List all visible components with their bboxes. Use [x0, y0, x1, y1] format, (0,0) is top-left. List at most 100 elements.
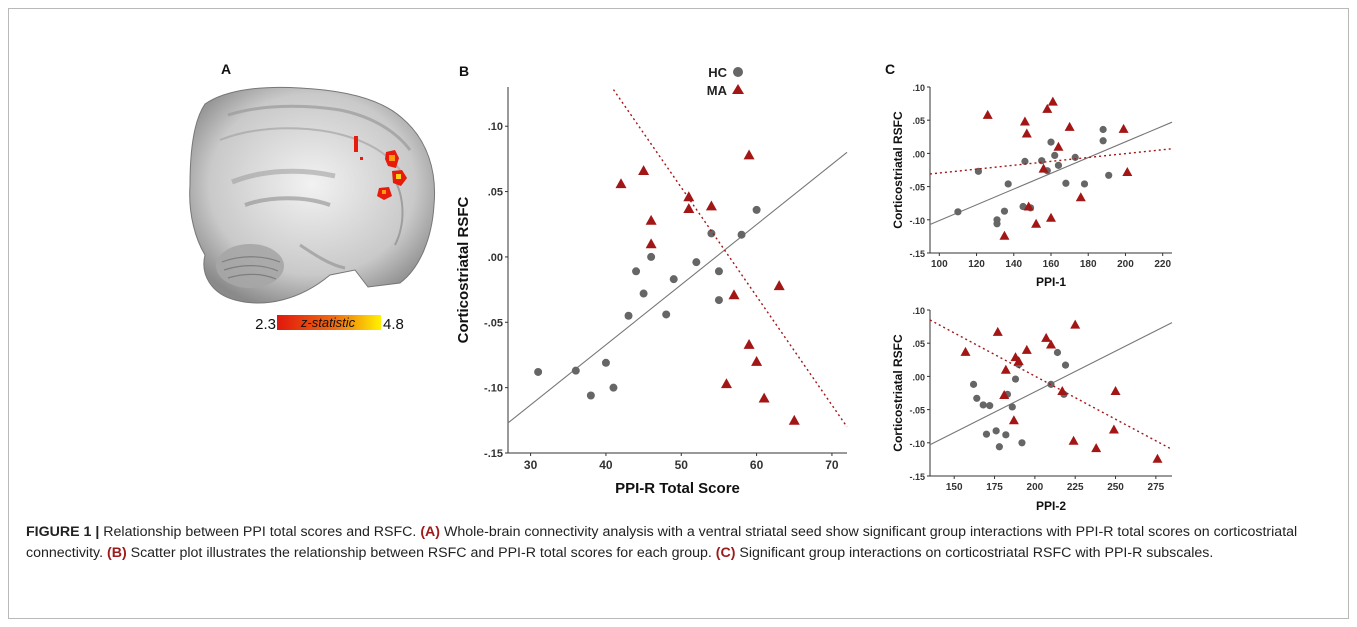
point-ma — [999, 389, 1010, 399]
x-tick-label-c-bottom: 225 — [1067, 482, 1084, 493]
point-hc — [969, 380, 978, 388]
x-tick-label-c-bottom: 275 — [1148, 482, 1165, 493]
caption-text-c: Significant group interactions on cortic… — [735, 545, 1214, 561]
y-tick-label-c-bottom: .05 — [912, 339, 925, 349]
colorbar-max-label: 4.8 — [383, 316, 404, 333]
point-ma — [1000, 364, 1011, 374]
y-tick-label-b: -.15 — [484, 448, 503, 460]
x-tick-label-c-bottom: 200 — [1027, 482, 1044, 493]
y-tick-label-c-bottom: .10 — [912, 306, 925, 316]
point-hc — [624, 311, 633, 320]
point-hc — [714, 267, 723, 276]
point-hc — [1008, 403, 1016, 411]
fit-line-hc-c-top — [929, 121, 1173, 225]
point-ma — [1038, 163, 1049, 173]
point-hc — [1080, 180, 1089, 188]
y-tick-label-c-top: .10 — [912, 83, 925, 93]
point-ma — [728, 289, 740, 300]
z-statistic-colorbar — [277, 315, 381, 330]
point-hc — [995, 443, 1003, 451]
point-ma — [645, 214, 657, 225]
point-ma — [960, 346, 971, 356]
point-hc — [1004, 180, 1012, 188]
point-hc — [737, 230, 746, 239]
point-ma — [758, 392, 770, 403]
point-ma — [1042, 103, 1053, 113]
point-ma — [645, 238, 657, 249]
point-hc — [1099, 125, 1107, 134]
point-ma — [1047, 96, 1058, 106]
point-ma — [1008, 415, 1019, 425]
point-hc — [1000, 207, 1009, 215]
panel-letter-a: A — [221, 61, 231, 77]
point-hc — [586, 391, 595, 400]
caption-figure-label: FIGURE 1 — [26, 524, 92, 540]
point-ma — [1108, 424, 1119, 434]
point-hc — [632, 267, 641, 276]
point-ma — [1023, 201, 1034, 211]
point-hc — [1061, 361, 1070, 369]
y-tick-label-b: .05 — [488, 187, 503, 199]
point-hc — [954, 208, 962, 216]
point-ma — [743, 149, 755, 160]
legend-hc-label: HC — [708, 65, 727, 80]
legend-ma-label: MA — [707, 83, 728, 98]
point-ma — [1013, 356, 1024, 366]
x-tick-label-b: 30 — [524, 458, 538, 472]
point-ma — [1122, 166, 1133, 176]
y-axis-label-c-top: Corticostriatal RSFC — [891, 111, 905, 229]
point-ma — [1031, 218, 1042, 228]
x-tick-label-c-top: 200 — [1117, 259, 1134, 270]
activation-clusters — [354, 136, 407, 200]
y-tick-label-b: -.05 — [484, 317, 503, 329]
y-tick-label-c-top: -.05 — [909, 183, 925, 193]
x-tick-label-c-bottom: 150 — [946, 482, 963, 493]
point-hc — [1021, 157, 1029, 165]
figure-caption: FIGURE 1 | Relationship between PPI tota… — [26, 522, 1336, 564]
y-tick-label-c-top: -.15 — [909, 249, 925, 259]
x-tick-label-b: 50 — [675, 458, 689, 472]
chart-panel-c-top: .10 .05 .00 -.05 -.10 -.15 100 120 140 160 180 200 2… — [891, 83, 1173, 289]
colorbar-label: z-statistic — [300, 315, 356, 330]
point-hc — [1002, 431, 1010, 439]
panel-letter-c: C — [885, 61, 895, 77]
point-hc — [647, 252, 656, 261]
colorbar-min-label: 2.3 — [255, 316, 276, 333]
point-hc — [992, 427, 1000, 435]
x-tick-label-c-top: 120 — [968, 259, 985, 270]
point-hc — [1099, 137, 1107, 145]
point-ma — [638, 165, 650, 176]
caption-tag-c: (C) — [715, 545, 736, 561]
point-ma — [1057, 386, 1068, 396]
point-hc — [1018, 439, 1026, 447]
fit-line-ma-c-bottom — [929, 319, 1173, 451]
point-hc — [1051, 151, 1059, 159]
point-ma — [683, 191, 695, 202]
point-ma — [1075, 192, 1086, 202]
point-ma — [1118, 123, 1129, 133]
caption-text-b: Scatter plot illustrates the relationshi… — [126, 545, 716, 561]
point-ma — [1110, 386, 1121, 396]
point-ma — [1046, 339, 1056, 349]
x-tick-label-c-top: 160 — [1043, 259, 1060, 270]
point-ma — [683, 203, 695, 213]
point-hc — [669, 275, 678, 284]
brain-slice-image — [189, 86, 436, 304]
legend-hc-marker — [733, 67, 743, 77]
point-hc — [1047, 138, 1055, 146]
point-hc — [1071, 153, 1079, 161]
caption-text-a: Whole-brain connectivity analysis with a… — [26, 524, 1298, 561]
point-ma — [1053, 141, 1064, 151]
point-ma — [705, 200, 717, 211]
x-tick-label-c-top: 180 — [1080, 259, 1097, 270]
caption-tag-a: (A) — [420, 524, 441, 540]
x-axis-label-c-top: PPI-1 — [1036, 275, 1066, 289]
point-ma — [1046, 212, 1056, 222]
point-hc — [662, 310, 671, 319]
x-tick-label-c-top: 140 — [1005, 259, 1022, 270]
point-hc — [979, 401, 987, 409]
point-hc — [993, 220, 1001, 228]
y-tick-label-c-bottom: -.05 — [909, 406, 925, 416]
x-tick-label-b: 60 — [750, 458, 764, 472]
point-hc — [534, 367, 543, 376]
